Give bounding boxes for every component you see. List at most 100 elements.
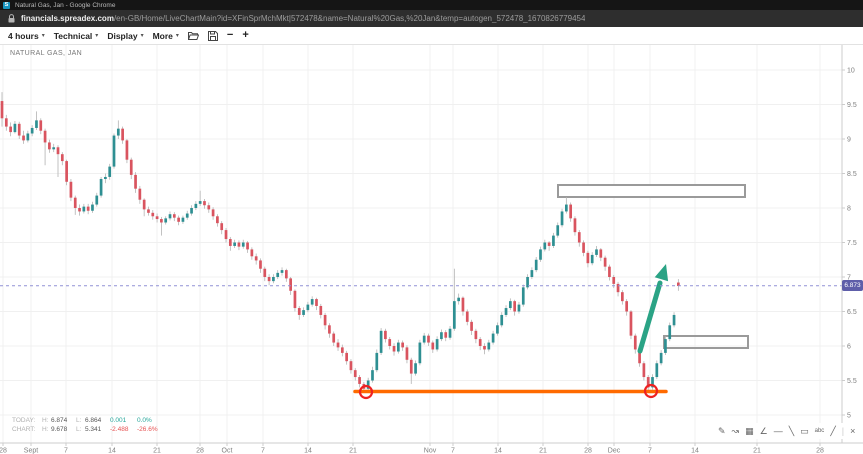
candle-down xyxy=(474,330,478,340)
more-menu[interactable]: More ▾ xyxy=(153,31,179,41)
low-key: L: xyxy=(76,426,82,433)
technical-menu[interactable]: Technical ▾ xyxy=(54,31,99,41)
candle-down xyxy=(4,118,8,127)
candle-down xyxy=(323,314,327,326)
resistance-box[interactable] xyxy=(557,184,746,198)
candle-down xyxy=(638,349,641,364)
candle-down xyxy=(151,212,155,217)
candle-down xyxy=(616,283,620,293)
today-high-value: 6.874 xyxy=(51,417,68,424)
y-axis-label: 10 xyxy=(847,68,855,75)
candle-down xyxy=(177,217,180,222)
save-chart-button[interactable] xyxy=(207,30,218,41)
lock-icon[interactable] xyxy=(8,14,15,23)
y-axis-label: 9 xyxy=(847,137,851,144)
candle-up xyxy=(112,135,116,167)
candle-up xyxy=(366,380,370,389)
candle-down xyxy=(629,311,633,336)
candle-up xyxy=(233,242,236,246)
candle-down xyxy=(328,325,331,334)
display-label: Display xyxy=(107,30,138,41)
candle-up xyxy=(590,254,594,264)
candle-up xyxy=(556,225,560,236)
candle-down xyxy=(125,140,129,160)
x-axis-label: 14 xyxy=(494,448,502,454)
trend-tool-icon[interactable]: ∠ xyxy=(759,426,768,436)
hline-tool-icon[interactable]: — xyxy=(773,426,783,436)
chart-high-value: 9.678 xyxy=(51,426,68,433)
candle-down xyxy=(470,321,473,331)
y-axis-label: 7.5 xyxy=(847,240,857,247)
address-bar[interactable]: financials.spreadex.com/en-GB/Home/LiveC… xyxy=(0,10,863,27)
candle-up xyxy=(457,297,460,302)
zoom-out-button[interactable]: − xyxy=(226,29,234,41)
candle-down xyxy=(48,142,51,150)
up-arrow-head[interactable] xyxy=(654,264,669,282)
candle-up xyxy=(194,203,198,208)
rect-tool-icon[interactable]: ▭ xyxy=(800,426,809,436)
timeframe-label: 4 hours xyxy=(8,30,39,41)
candle-down xyxy=(384,330,387,340)
folder-icon xyxy=(187,32,199,40)
candle-up xyxy=(190,208,193,214)
close-tools-icon[interactable]: × xyxy=(850,426,856,436)
candle-down xyxy=(319,305,323,315)
candle-up xyxy=(280,270,284,273)
low-marker-circle[interactable] xyxy=(643,383,659,399)
candle-down xyxy=(246,242,249,250)
url-text[interactable]: financials.spreadex.com/en-GB/Home/LiveC… xyxy=(21,14,585,23)
zoom-in-button[interactable]: + xyxy=(242,29,249,41)
legend-row-today: TODAY: H: 6.874 L: 6.864 0.001 0.0% xyxy=(12,416,164,425)
candle-down xyxy=(427,335,430,343)
candle-down xyxy=(340,347,344,353)
text-tool-icon[interactable]: abc xyxy=(814,428,825,434)
x-axis-label: 14 xyxy=(108,448,116,454)
grid-tool-icon[interactable]: ▦ xyxy=(745,426,754,436)
y-axis-label: 6.5 xyxy=(847,309,857,316)
candle-down xyxy=(134,174,137,189)
up-arrow[interactable] xyxy=(637,280,663,354)
candle-down xyxy=(677,282,680,286)
freehand-tool-icon[interactable]: ↝ xyxy=(731,426,740,436)
candle-up xyxy=(418,342,422,364)
high-key: H: xyxy=(42,426,49,433)
candle-down xyxy=(612,277,616,284)
pencil-tool-icon[interactable]: ✎ xyxy=(718,426,726,436)
candle-up xyxy=(302,310,305,315)
candle-down xyxy=(289,278,292,291)
y-axis-label: 6 xyxy=(847,344,851,351)
candle-down xyxy=(254,256,258,261)
candle-up xyxy=(526,277,529,288)
candle-down xyxy=(388,339,392,346)
candle-up xyxy=(651,377,654,388)
legend-today-label: TODAY: xyxy=(12,417,36,424)
candle-down xyxy=(478,339,482,346)
open-chart-button[interactable] xyxy=(187,31,199,40)
ray-tool-icon[interactable]: ╱ xyxy=(830,426,836,436)
window-titlebar: S Natural Gas, Jan - Google Chrome xyxy=(0,0,863,10)
window-title: Natural Gas, Jan - Google Chrome xyxy=(15,1,116,9)
low-marker-circle[interactable] xyxy=(358,384,374,400)
line-tool-icon[interactable]: ╲ xyxy=(788,426,795,436)
candle-down xyxy=(332,333,336,343)
candle-up xyxy=(371,370,374,381)
target-box[interactable] xyxy=(663,335,749,349)
display-menu[interactable]: Display ▾ xyxy=(107,31,143,41)
candle-up xyxy=(659,352,663,364)
candle-down xyxy=(121,128,124,141)
timeframe-dropdown[interactable]: 4 hours ▾ xyxy=(8,31,45,41)
candle-up xyxy=(13,123,17,133)
candle-down xyxy=(263,268,267,277)
candle-down xyxy=(250,249,254,257)
chart-toolbar: 4 hours ▾ Technical ▾ Display ▾ More ▾ − + xyxy=(0,27,863,45)
candle-down xyxy=(547,242,551,246)
y-axis-label: 8.5 xyxy=(847,171,857,178)
candle-up xyxy=(487,342,491,350)
candle-down xyxy=(633,335,637,350)
candle-up xyxy=(595,249,598,255)
candle-up xyxy=(560,211,564,226)
candle-down xyxy=(39,120,43,131)
y-axis-label: 9.5 xyxy=(847,102,857,109)
candle-down xyxy=(401,342,404,348)
